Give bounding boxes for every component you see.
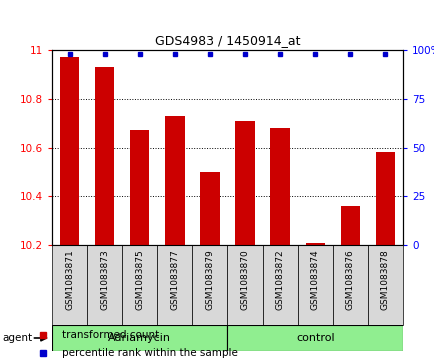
Text: Adriamycin: Adriamycin [108,333,171,343]
Bar [227,245,262,325]
Bar [270,128,289,245]
Bar [297,245,332,325]
Text: GSM1083871: GSM1083871 [65,249,74,310]
Text: GSM1083877: GSM1083877 [170,249,179,310]
Bar [192,245,227,325]
Text: GSM1083875: GSM1083875 [135,249,144,310]
Title: GDS4983 / 1450914_at: GDS4983 / 1450914_at [155,34,299,48]
Bar [262,245,297,325]
Bar [200,172,219,245]
Text: agent: agent [2,333,32,343]
Text: transformed count: transformed count [62,330,159,340]
Bar [367,245,402,325]
Bar [52,245,87,325]
Text: control: control [295,333,334,343]
Bar [332,245,367,325]
Bar [87,245,122,325]
Bar [227,325,402,351]
Bar [95,67,114,245]
Text: GSM1083873: GSM1083873 [100,249,109,310]
Text: GSM1083876: GSM1083876 [345,249,354,310]
Bar [130,130,149,245]
Bar [157,245,192,325]
Text: GSM1083878: GSM1083878 [380,249,389,310]
Bar [52,325,227,351]
Text: GSM1083874: GSM1083874 [310,249,319,310]
Bar [235,121,254,245]
Text: GSM1083879: GSM1083879 [205,249,214,310]
Bar [375,152,394,245]
Bar [340,206,359,245]
Text: percentile rank within the sample: percentile rank within the sample [62,348,237,358]
Bar [60,57,79,245]
Text: GSM1083872: GSM1083872 [275,249,284,310]
Bar [122,245,157,325]
Bar [165,116,184,245]
Text: GSM1083870: GSM1083870 [240,249,249,310]
Bar [305,242,324,245]
